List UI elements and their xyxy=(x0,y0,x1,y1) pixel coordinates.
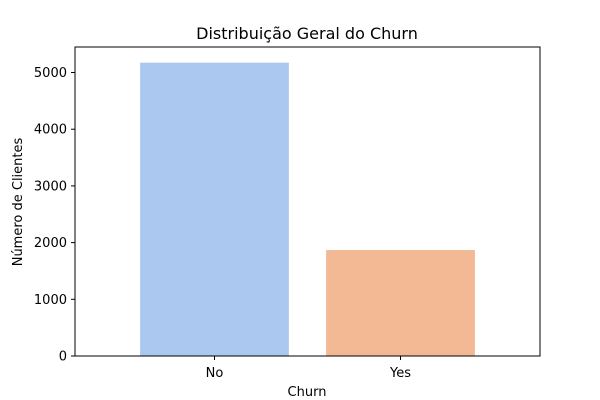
plot-frame xyxy=(74,46,541,357)
y-axis-label: Número de Clientes xyxy=(11,137,26,266)
bar-no xyxy=(140,62,289,357)
x-tick-label: Yes xyxy=(389,366,411,381)
y-tick-label: 1000 xyxy=(34,293,67,308)
bar-yes xyxy=(326,250,475,356)
bars-layer xyxy=(140,62,475,357)
x-axis-label: Churn xyxy=(288,385,327,400)
y-tick-label: 0 xyxy=(59,350,67,365)
y-tick-label: 5000 xyxy=(34,66,67,81)
y-tick-label: 4000 xyxy=(34,123,67,138)
x-axis-ticks: No Yes xyxy=(206,356,411,381)
chart-title: Distribuição Geral do Churn xyxy=(196,24,418,43)
x-tick-label: No xyxy=(206,366,224,381)
y-tick-label: 3000 xyxy=(34,179,67,194)
y-axis-ticks: 0 1000 2000 3000 4000 5000 xyxy=(34,66,75,365)
y-tick-label: 2000 xyxy=(34,236,67,251)
